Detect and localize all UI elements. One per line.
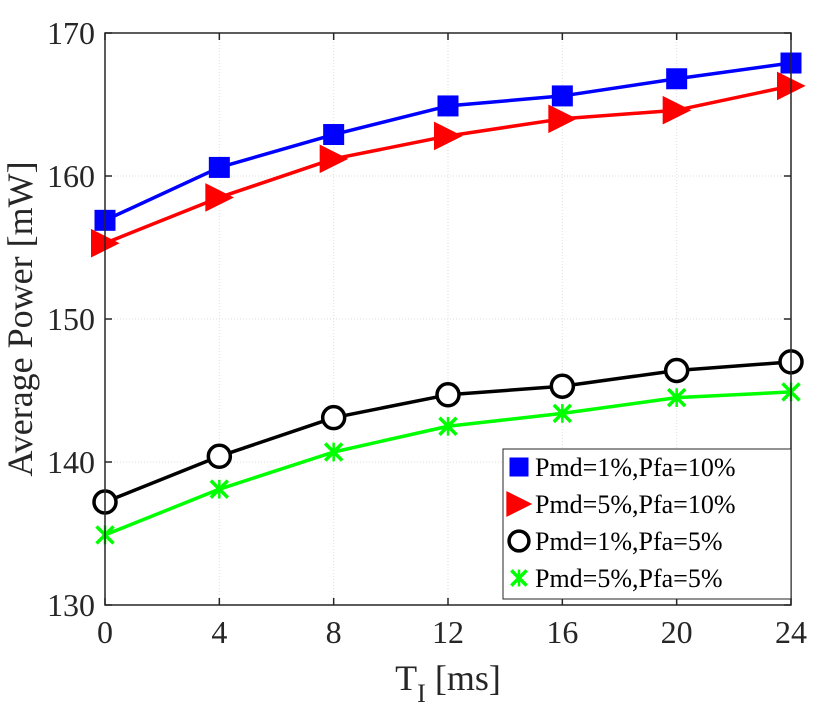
y-tick-label: 140 (47, 444, 95, 480)
data-point (209, 479, 230, 499)
data-point (438, 416, 458, 436)
data-point (666, 387, 687, 408)
data-point (208, 156, 230, 178)
legend-entry: Pmd=1%,Pfa=10% (509, 453, 735, 482)
data-point (434, 121, 463, 151)
data-point (323, 442, 344, 462)
x-tick-label: 0 (97, 614, 113, 650)
data-point (666, 68, 688, 90)
legend-marker (510, 569, 528, 587)
x-axis-label-unit: [ms] (426, 658, 501, 698)
y-tick-label: 160 (47, 158, 95, 194)
data-point (551, 85, 573, 107)
legend-entry: Pmd=1%,Pfa=5% (507, 527, 722, 556)
x-tick-label: 8 (326, 614, 342, 650)
legend-marker (509, 457, 529, 477)
x-axis-label: TI [ms] (395, 658, 501, 708)
data-point (662, 95, 692, 125)
x-tick-label: 12 (432, 614, 464, 650)
data-point (552, 403, 573, 424)
legend-label: Pmd=5%,Pfa=10% (535, 490, 735, 519)
data-point (205, 183, 234, 212)
legend-marker (506, 491, 533, 517)
x-tick-label: 16 (546, 614, 578, 650)
x-tick-label: 20 (661, 614, 693, 650)
legend-label: Pmd=1%,Pfa=10% (535, 453, 735, 482)
data-point (435, 382, 461, 408)
ticks (104, 32, 792, 606)
tick-labels: 0 4 8 12 16 20 24 130 140 150 160 170 (47, 15, 807, 650)
data-point (548, 104, 577, 134)
y-tick-label: 170 (47, 15, 95, 51)
data-point (437, 95, 459, 117)
data-point (323, 124, 345, 146)
x-tick-label: 4 (211, 614, 227, 650)
legend-entry: Pmd=5%,Pfa=5% (510, 564, 722, 593)
data-point (206, 443, 233, 470)
y-tick-label: 130 (47, 587, 95, 623)
legend-box (502, 448, 792, 600)
legend-entry: Pmd=5%,Pfa=10% (506, 490, 735, 519)
legend-marker (507, 529, 531, 553)
x-axis-label-main: T (395, 658, 417, 698)
data-point (549, 373, 576, 399)
legend: Pmd=1%,Pfa=10% Pmd=5%,Pfa=10% Pmd=1%,Pfa=5… (502, 448, 792, 600)
legend-label: Pmd=1%,Pfa=5% (535, 527, 722, 556)
x-tick-label: 24 (775, 614, 807, 650)
x-axis-label-subscript: I (417, 679, 426, 708)
legend-label: Pmd=5%,Pfa=5% (535, 564, 722, 593)
data-point (663, 357, 690, 384)
data-point (319, 144, 349, 174)
y-axis-label: Average Power [mW] (0, 161, 40, 476)
data-point (320, 404, 347, 431)
y-tick-label: 150 (47, 301, 95, 337)
